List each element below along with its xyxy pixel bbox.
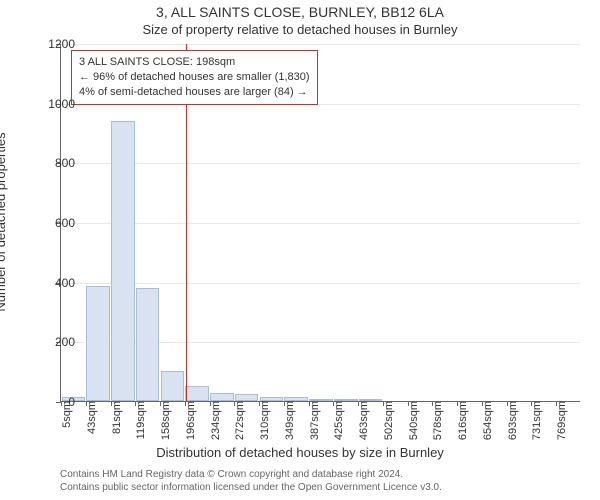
xtick-label: 502sqm xyxy=(381,401,395,440)
histogram-bar xyxy=(86,286,110,401)
chart-subtitle: Size of property relative to detached ho… xyxy=(0,22,600,37)
ytick-label: 400 xyxy=(35,276,75,290)
xtick-label: 196sqm xyxy=(183,401,197,440)
footer-attribution: Contains HM Land Registry data © Crown c… xyxy=(60,468,442,494)
xtick-label: 81sqm xyxy=(109,401,123,434)
gridline xyxy=(61,283,580,284)
xtick-label: 310sqm xyxy=(257,401,271,440)
xtick-label: 731sqm xyxy=(529,401,543,440)
ytick-label: 1000 xyxy=(35,97,75,111)
xtick-label: 43sqm xyxy=(84,401,98,434)
ytick-label: 600 xyxy=(35,216,75,230)
gridline xyxy=(61,44,580,45)
histogram-bar xyxy=(210,393,234,401)
xtick-label: 119sqm xyxy=(133,401,147,439)
chart-container: 3, ALL SAINTS CLOSE, BURNLEY, BB12 6LA S… xyxy=(0,0,600,500)
ytick-label: 800 xyxy=(35,156,75,170)
xtick-label: 387sqm xyxy=(307,401,321,440)
ytick-label: 0 xyxy=(35,395,75,409)
xtick-label: 578sqm xyxy=(430,401,444,440)
histogram-bar xyxy=(136,288,160,401)
xtick-label: 616sqm xyxy=(455,401,469,440)
y-axis-label: Number of detached properties xyxy=(0,132,8,311)
footer-line-1: Contains HM Land Registry data © Crown c… xyxy=(60,468,442,481)
gridline xyxy=(61,163,580,164)
xtick-label: 234sqm xyxy=(208,401,222,440)
page-title: 3, ALL SAINTS CLOSE, BURNLEY, BB12 6LA xyxy=(0,4,600,20)
annotation-box: 3 ALL SAINTS CLOSE: 198sqm ← 96% of deta… xyxy=(71,50,318,105)
histogram-bar xyxy=(185,386,209,401)
histogram-bar xyxy=(111,121,135,401)
x-axis-label: Distribution of detached houses by size … xyxy=(0,445,600,460)
xtick-label: 272sqm xyxy=(232,401,246,440)
histogram-bar xyxy=(161,371,185,401)
ytick-label: 1200 xyxy=(35,37,75,51)
annotation-line-3: 4% of semi-detached houses are larger (8… xyxy=(79,85,310,100)
xtick-label: 769sqm xyxy=(554,401,568,440)
ytick-label: 200 xyxy=(35,335,75,349)
xtick-label: 425sqm xyxy=(331,401,345,440)
histogram-bar xyxy=(235,394,259,401)
annotation-line-2: ← 96% of detached houses are smaller (1,… xyxy=(79,70,310,85)
plot-area: 5sqm43sqm81sqm119sqm158sqm196sqm234sqm27… xyxy=(60,44,580,402)
xtick-label: 463sqm xyxy=(356,401,370,440)
footer-line-2: Contains public sector information licen… xyxy=(60,481,442,494)
xtick-label: 693sqm xyxy=(505,401,519,440)
gridline xyxy=(61,223,580,224)
xtick-label: 158sqm xyxy=(158,401,172,440)
xtick-label: 654sqm xyxy=(480,401,494,440)
annotation-line-1: 3 ALL SAINTS CLOSE: 198sqm xyxy=(79,55,310,70)
xtick-label: 349sqm xyxy=(282,401,296,440)
xtick-label: 540sqm xyxy=(406,401,420,440)
